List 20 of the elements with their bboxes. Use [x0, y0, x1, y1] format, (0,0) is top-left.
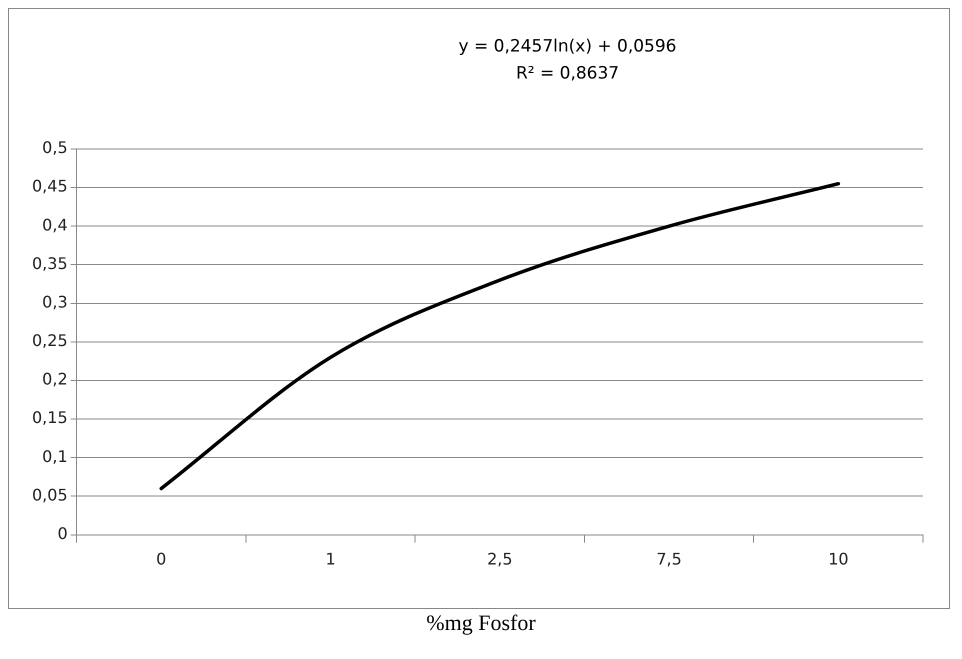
line-series	[160, 182, 840, 490]
y-tick-label: 0,5	[42, 138, 68, 158]
y-tick-label: 0,05	[32, 485, 68, 504]
x-tick-label: 2,5	[487, 550, 513, 569]
y-tick-label: 0,25	[32, 331, 68, 350]
y-tick-label: 0,45	[32, 176, 68, 196]
y-tick-label: 0	[57, 524, 68, 543]
text: y = 0,2457ln(x) + 0,0596	[458, 36, 677, 56]
text: R² = 0,8637	[516, 63, 620, 84]
y-tick-label: 0,2	[42, 370, 68, 389]
y-tick-label: 0,3	[42, 292, 68, 312]
x-tick-label: 10	[828, 550, 849, 569]
y-tick-label: 0,15	[32, 408, 68, 428]
y-tick-label: 0,4	[42, 215, 68, 234]
x-tick-label: 0	[156, 550, 166, 569]
x-tick-label: 7,5	[656, 550, 682, 569]
y-tick-label: 0,1	[42, 446, 68, 466]
x-tick-label: 1	[325, 550, 336, 569]
y-tick-label: 0,35	[32, 254, 68, 273]
x-axis-title: %mg Fosfor	[425, 610, 537, 636]
